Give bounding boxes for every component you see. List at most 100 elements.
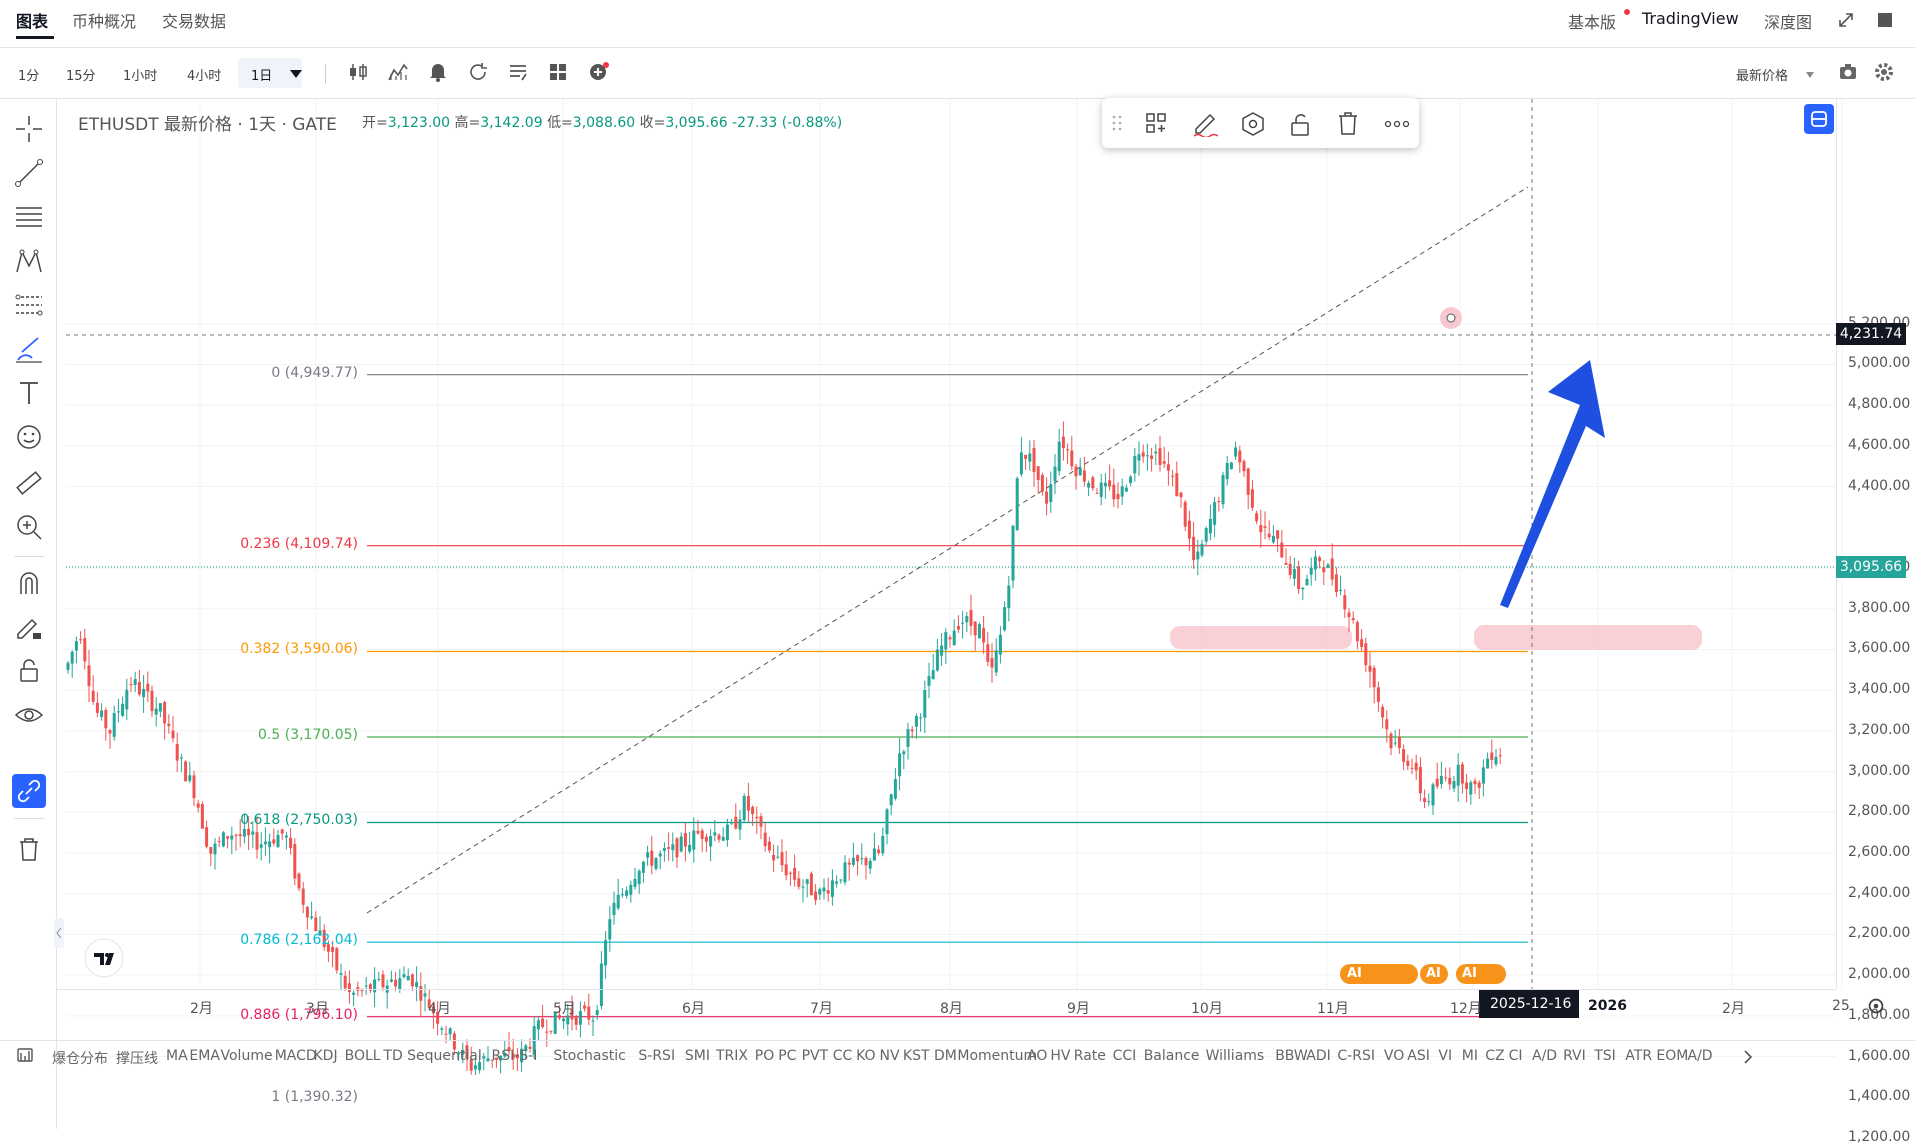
timeframe-15m[interactable]: 15分 xyxy=(66,69,96,84)
indicator-item[interactable]: CZ xyxy=(1485,1048,1505,1064)
unlock-icon[interactable] xyxy=(1288,111,1312,137)
symbol-title[interactable]: ETHUSDT 最新价格 · 1天 · GATE xyxy=(78,115,337,135)
fib-trend-line[interactable] xyxy=(366,186,1529,914)
price-mode-select[interactable]: 最新价格 xyxy=(1736,69,1789,84)
settings-gear-icon[interactable] xyxy=(1872,60,1896,84)
timeframe-1d[interactable]: 1日 xyxy=(251,69,273,84)
indicator-item[interactable]: SMI xyxy=(684,1048,710,1064)
drag-handle-icon[interactable] xyxy=(1112,114,1122,132)
square-icon[interactable] xyxy=(1878,13,1892,27)
lock-icon[interactable] xyxy=(12,654,46,688)
fib-tool-icon[interactable] xyxy=(12,288,46,322)
emoji-icon[interactable] xyxy=(12,420,46,454)
indicator-item[interactable]: 撑压线 xyxy=(116,1051,158,1067)
crosshair-icon[interactable] xyxy=(12,112,46,146)
indicator-item[interactable]: AO xyxy=(1027,1048,1048,1064)
indicator-item[interactable]: CI xyxy=(1508,1048,1523,1064)
indicator-item[interactable]: BOLL xyxy=(344,1048,381,1064)
ai-badge[interactable]: AI xyxy=(1426,966,1441,981)
price-mode-chevron-icon[interactable] xyxy=(1806,72,1814,78)
depth-chart-button[interactable]: 深度图 xyxy=(1764,13,1813,32)
indicator-item[interactable]: Balance xyxy=(1143,1048,1200,1064)
indicator-item[interactable]: NV xyxy=(879,1048,900,1064)
axis-settings-icon[interactable] xyxy=(1865,995,1887,1017)
indicator-item[interactable]: VI xyxy=(1438,1048,1453,1064)
indicator-item[interactable]: EOM xyxy=(1656,1048,1689,1064)
indicator-item[interactable]: Volume xyxy=(220,1048,273,1064)
chevron-right-icon[interactable] xyxy=(1742,1050,1754,1064)
horizontal-lines-icon[interactable] xyxy=(12,200,46,234)
candles-icon[interactable] xyxy=(346,60,370,84)
indicator-item[interactable]: KST xyxy=(902,1048,930,1064)
alert-icon[interactable] xyxy=(426,60,450,84)
layout-grid-icon[interactable] xyxy=(546,60,570,84)
ai-badge[interactable]: AI xyxy=(1347,966,1362,981)
template-add-icon[interactable] xyxy=(1144,111,1168,135)
magnet-icon[interactable] xyxy=(12,566,46,600)
settings-hexagon-icon[interactable] xyxy=(1240,111,1266,137)
indicators-icon[interactable] xyxy=(386,60,410,84)
brush-icon[interactable] xyxy=(12,332,46,366)
text-tool-icon[interactable] xyxy=(12,376,46,410)
chevron-down-icon[interactable] xyxy=(290,70,302,78)
indicator-item[interactable]: 爆仓分布 xyxy=(52,1051,108,1067)
indicator-item[interactable]: PVT xyxy=(801,1048,829,1064)
edit-lock-icon[interactable] xyxy=(12,610,46,644)
indicator-item[interactable]: MI xyxy=(1461,1048,1479,1064)
indicator-item[interactable]: VO xyxy=(1383,1048,1405,1064)
indicator-item[interactable]: TRIX xyxy=(716,1048,748,1064)
collapse-panel-icon[interactable] xyxy=(54,918,64,948)
indicator-item[interactable]: MA xyxy=(166,1048,188,1064)
timeframe-1h[interactable]: 1小时 xyxy=(123,69,158,84)
indicator-item[interactable]: HV xyxy=(1050,1048,1071,1064)
indicator-item[interactable]: TD Sequential xyxy=(383,1048,482,1064)
indicator-item[interactable]: A/D xyxy=(1532,1048,1558,1064)
ai-badge-group[interactable] xyxy=(1340,964,1506,984)
add-plus-icon[interactable] xyxy=(586,60,610,84)
indicator-item[interactable]: TSI xyxy=(1594,1048,1616,1064)
camera-icon[interactable] xyxy=(1836,60,1860,84)
template-icon[interactable] xyxy=(506,60,530,84)
indicator-item[interactable]: C-RSI xyxy=(1337,1048,1375,1064)
indicator-item[interactable]: Rate xyxy=(1073,1048,1106,1064)
indicator-item[interactable]: PC xyxy=(778,1048,797,1064)
indicator-item[interactable]: RVI xyxy=(1563,1048,1586,1064)
zoom-in-icon[interactable] xyxy=(12,510,46,544)
price-axis[interactable]: 5,200.005,000.004,800.004,600.004,400.00… xyxy=(1836,110,1915,1145)
indicator-item[interactable]: PO xyxy=(754,1048,775,1064)
indicator-item[interactable]: CC xyxy=(832,1048,853,1064)
timeframe-1m[interactable]: 1分 xyxy=(18,69,40,84)
scale-toggle-button[interactable] xyxy=(1804,104,1834,134)
replay-icon[interactable] xyxy=(466,60,490,84)
trash-icon[interactable] xyxy=(12,832,46,866)
timeframe-4h[interactable]: 4小时 xyxy=(187,69,222,84)
tab-chart[interactable]: 图表 xyxy=(16,12,49,31)
indicator-item[interactable]: MACD xyxy=(274,1048,317,1064)
eye-icon[interactable] xyxy=(12,698,46,732)
time-axis[interactable]: 2月 3月 4月 5月 6月 7月 8月 9月 10月 11月 12月 2026 2月 25 xyxy=(60,990,1850,1020)
indicator-item[interactable]: A/D xyxy=(1687,1048,1713,1064)
tab-trade-data[interactable]: 交易数据 xyxy=(162,12,227,31)
indicator-item[interactable]: KDJ xyxy=(313,1048,338,1064)
trend-line-icon[interactable] xyxy=(12,156,46,190)
up-arrow-drawing[interactable] xyxy=(1500,360,1605,608)
indicator-item[interactable]: DM xyxy=(934,1048,957,1064)
tab-coin-overview[interactable]: 币种概况 xyxy=(72,12,137,31)
indicator-item[interactable]: S-RSI xyxy=(638,1048,676,1064)
indicator-item[interactable]: EMA xyxy=(189,1048,220,1064)
indicator-item[interactable]: BBW xyxy=(1275,1048,1308,1064)
ruler-icon[interactable] xyxy=(12,466,46,500)
indicator-item[interactable]: Williams xyxy=(1205,1048,1265,1064)
pattern-icon[interactable] xyxy=(12,244,46,278)
indicator-item[interactable]: KO xyxy=(856,1048,876,1064)
ai-badge[interactable]: AI xyxy=(1462,966,1477,981)
indicator-item[interactable]: RSI-S-I xyxy=(491,1048,538,1064)
link-icon[interactable] xyxy=(12,774,46,808)
more-icon[interactable] xyxy=(1384,120,1410,128)
indicator-item[interactable]: CCI xyxy=(1112,1048,1137,1064)
tradingview-button[interactable]: TradingView xyxy=(1642,9,1739,28)
indicator-item[interactable]: ATR xyxy=(1625,1048,1653,1064)
indicator-item[interactable]: ADI xyxy=(1306,1048,1331,1064)
delete-icon[interactable] xyxy=(1336,110,1360,136)
chart-canvas[interactable] xyxy=(0,0,1915,1075)
